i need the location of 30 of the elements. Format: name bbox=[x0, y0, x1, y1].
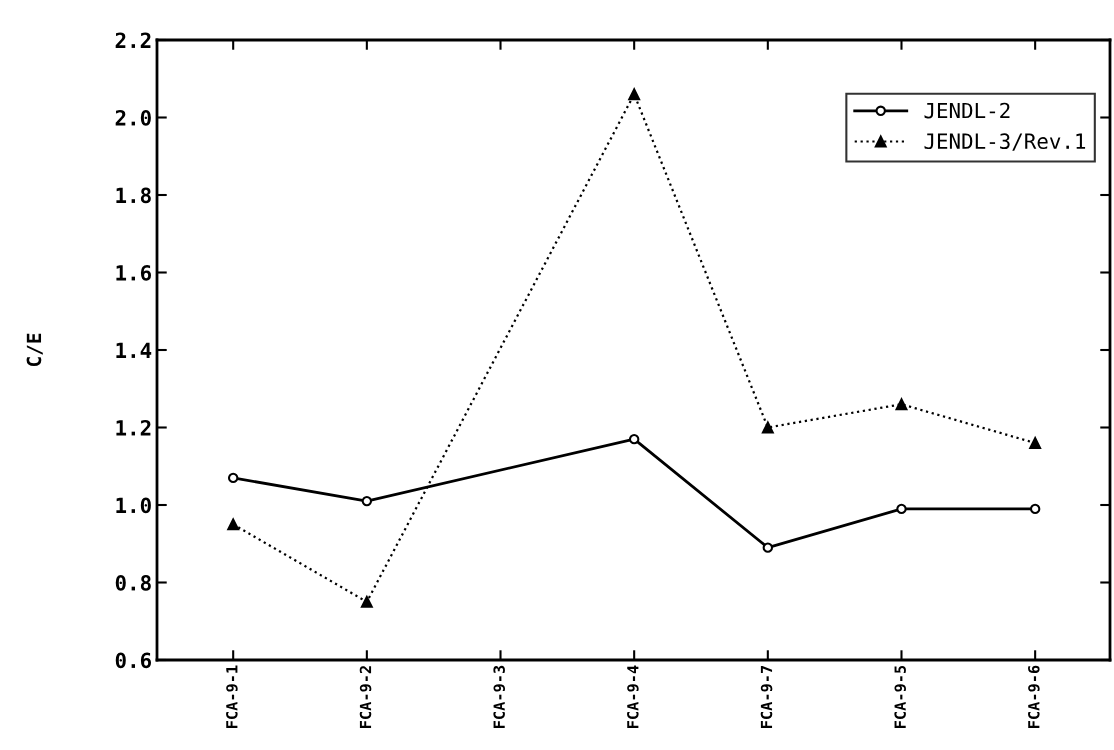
legend-label: JENDL-3/Rev.1 bbox=[924, 133, 1086, 151]
y-tick-label: 1.2 bbox=[116, 419, 151, 436]
x-tick-label: FCA-9-5 bbox=[894, 665, 906, 728]
point bbox=[895, 398, 908, 411]
y-tick-label: 1.4 bbox=[116, 342, 152, 358]
y-tick-label: 1.6 bbox=[116, 264, 152, 281]
x-tick-label: FCA-9-1 bbox=[226, 665, 238, 728]
point bbox=[628, 433, 640, 445]
y-tick-label: 1.0 bbox=[116, 497, 151, 514]
y-tick-label: 0.8 bbox=[115, 574, 151, 591]
y-tick-label: 2.2 bbox=[115, 32, 151, 48]
point bbox=[360, 595, 373, 608]
point bbox=[762, 542, 774, 553]
x-tick-label: FCA-9-2 bbox=[359, 666, 372, 728]
point bbox=[896, 503, 907, 515]
y-axis-title: C/E bbox=[26, 333, 43, 367]
x-tick-label: FCA-9-6 bbox=[1028, 665, 1040, 728]
point bbox=[227, 472, 239, 484]
x-tick-label: FCA-9-3 bbox=[493, 665, 506, 728]
point bbox=[227, 518, 240, 531]
y-tick-label: 0.6 bbox=[115, 652, 152, 669]
point bbox=[1029, 503, 1041, 515]
point bbox=[628, 88, 641, 101]
y-tick-label: 1.8 bbox=[116, 187, 151, 204]
point bbox=[761, 421, 774, 434]
x-tick-label: FCA-9-4 bbox=[627, 665, 639, 728]
point bbox=[361, 495, 373, 507]
y-tick-label: 2.0 bbox=[115, 109, 151, 126]
x-tick-label: FCA-9-7 bbox=[760, 666, 773, 728]
legend-label: JENDL-2 bbox=[924, 102, 1010, 119]
